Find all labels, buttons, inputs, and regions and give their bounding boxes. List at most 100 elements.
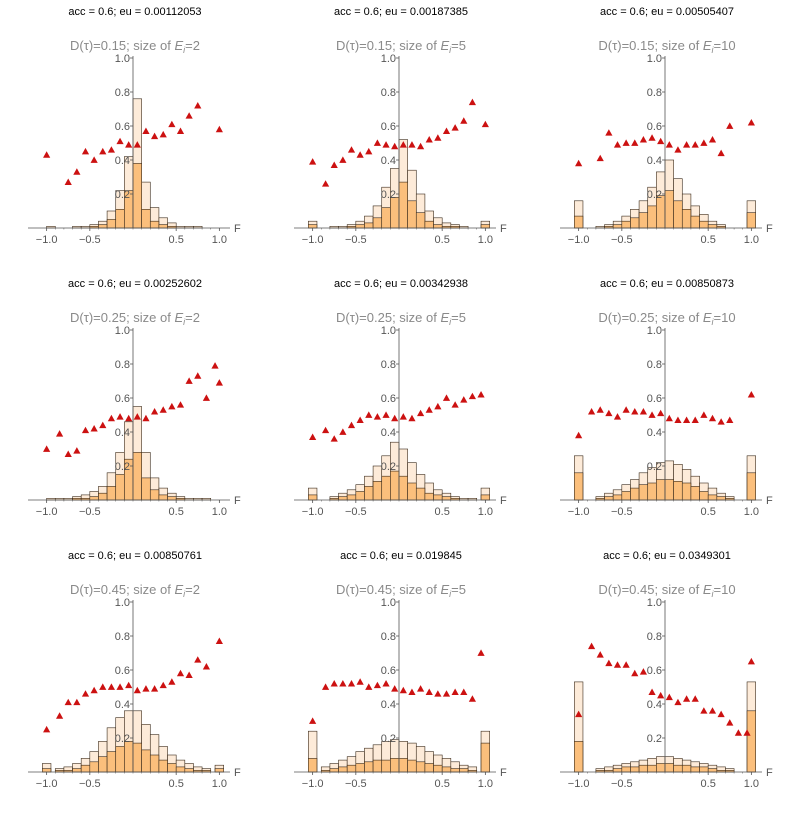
marker-triangle: [159, 130, 167, 138]
marker-triangle: [176, 401, 185, 408]
marker-triangle: [81, 690, 90, 697]
bar-inner: [372, 481, 383, 501]
marker-triangle: [125, 141, 133, 148]
bar-inner: [407, 759, 417, 773]
title-prefix: D(τ)=0.15; size of: [70, 38, 175, 53]
chart-panel: acc = 0.6; eu = 0.0349301 D(τ)=0.45; size…: [534, 544, 800, 816]
marker-triangle: [43, 151, 51, 158]
x-tick-label: 1.0: [212, 778, 227, 790]
bar-inner: [707, 768, 718, 773]
bar-inner: [647, 205, 657, 229]
panel-title: D(τ)=0.25; size of Ei=2: [2, 310, 268, 327]
marker-triangle: [691, 141, 699, 148]
marker-triangle: [347, 146, 356, 153]
marker-triangle: [373, 681, 382, 689]
bar-inner: [106, 751, 117, 773]
marker-triangle: [408, 414, 416, 422]
marker-triangle: [116, 683, 124, 690]
title-subscript: i: [449, 317, 452, 327]
bar-inner: [141, 749, 151, 773]
x-tick-label: −0.5: [79, 778, 101, 790]
marker-triangle: [631, 669, 639, 677]
y-tick-label: 1.0: [647, 325, 662, 337]
panel-title: D(τ)=0.15; size of Ei=10: [534, 38, 800, 55]
title-prefix: D(τ)=0.25; size of: [70, 310, 175, 325]
marker-triangle: [434, 134, 442, 141]
y-tick-label: 0.4: [115, 427, 130, 439]
marker-triangle: [64, 698, 72, 706]
bar-inner: [80, 764, 91, 773]
marker-triangle: [99, 421, 107, 429]
bar-inner: [407, 200, 417, 229]
bar-inner: [355, 491, 365, 501]
marker-triangle: [747, 119, 755, 126]
x-axis-label: F: [766, 223, 773, 235]
bar-inner: [681, 482, 692, 501]
marker-triangle: [596, 651, 604, 658]
panel-header: acc = 0.6; eu = 0.019845: [340, 550, 462, 562]
title-subscript: i: [711, 589, 714, 599]
bar-inner: [98, 492, 108, 501]
bar-inner: [415, 761, 426, 773]
title-variable: E: [440, 38, 450, 53]
bar-inner: [424, 220, 434, 229]
bar-inner: [132, 452, 142, 501]
x-axis-label: F: [234, 495, 241, 507]
x-tick-label: −1.0: [568, 506, 590, 518]
bar-inner: [124, 741, 134, 773]
marker-triangle: [202, 394, 211, 401]
marker-triangle: [416, 409, 425, 417]
panel-title: D(τ)=0.45; size of Ei=2: [2, 582, 268, 599]
chart-panel: acc = 0.6; eu = 0.019845 D(τ)=0.45; size …: [268, 544, 534, 816]
title-variable: E: [440, 310, 450, 325]
bar-inner: [612, 768, 623, 773]
marker-triangle: [356, 678, 364, 685]
panel-header: acc = 0.6; eu = 0.00342938: [334, 278, 468, 290]
marker-triangle: [185, 377, 193, 384]
bar-inner: [621, 766, 631, 773]
marker-triangle: [399, 686, 407, 694]
marker-triangle: [215, 379, 223, 386]
bar-inner: [132, 163, 142, 229]
marker-triangle: [682, 695, 691, 702]
marker-triangle: [408, 141, 416, 148]
title-prefix: D(τ)=0.15; size of: [598, 38, 703, 53]
bar-inner: [574, 472, 584, 501]
marker-triangle: [657, 409, 665, 417]
y-tick-label: 0.6: [381, 665, 396, 677]
marker-triangle: [657, 691, 665, 699]
title-variable: E: [702, 582, 712, 597]
marker-triangle: [587, 642, 596, 650]
marker-triangle: [468, 98, 477, 106]
bar-inner: [415, 212, 426, 229]
marker-triangle: [90, 686, 98, 694]
marker-triangle: [43, 445, 51, 452]
title-variable: E: [702, 38, 712, 53]
marker-triangle: [356, 151, 364, 158]
bar-inner: [690, 766, 700, 773]
y-tick-label: 0.8: [647, 631, 662, 643]
x-tick-label: −1.0: [36, 506, 58, 518]
marker-triangle: [700, 139, 708, 146]
panel-title: D(τ)=0.45; size of Ei=10: [534, 582, 800, 599]
panel-header: acc = 0.6; eu = 0.00187385: [334, 6, 468, 18]
marker-triangle: [55, 712, 64, 719]
marker-triangle: [150, 685, 159, 692]
y-tick-label: 1.0: [115, 53, 130, 65]
marker-triangle: [107, 683, 116, 690]
y-tick-label: 1.0: [381, 325, 396, 337]
marker-triangle: [90, 156, 98, 163]
x-tick-label: −1.0: [302, 234, 324, 246]
marker-triangle: [150, 408, 159, 415]
x-axis-label: F: [500, 495, 507, 507]
marker-triangle: [382, 141, 390, 148]
bar-inner: [621, 491, 631, 501]
bar-inner: [364, 486, 374, 501]
panel-title: D(τ)=0.25; size of Ei=5: [268, 310, 534, 327]
x-tick-label: 1.0: [478, 506, 493, 518]
title-subscript: i: [183, 317, 186, 327]
y-tick-label: 0.2: [381, 733, 396, 745]
title-prefix: D(τ)=0.25; size of: [336, 310, 441, 325]
y-tick-label: 0.8: [647, 87, 662, 99]
marker-triangle: [43, 725, 51, 733]
